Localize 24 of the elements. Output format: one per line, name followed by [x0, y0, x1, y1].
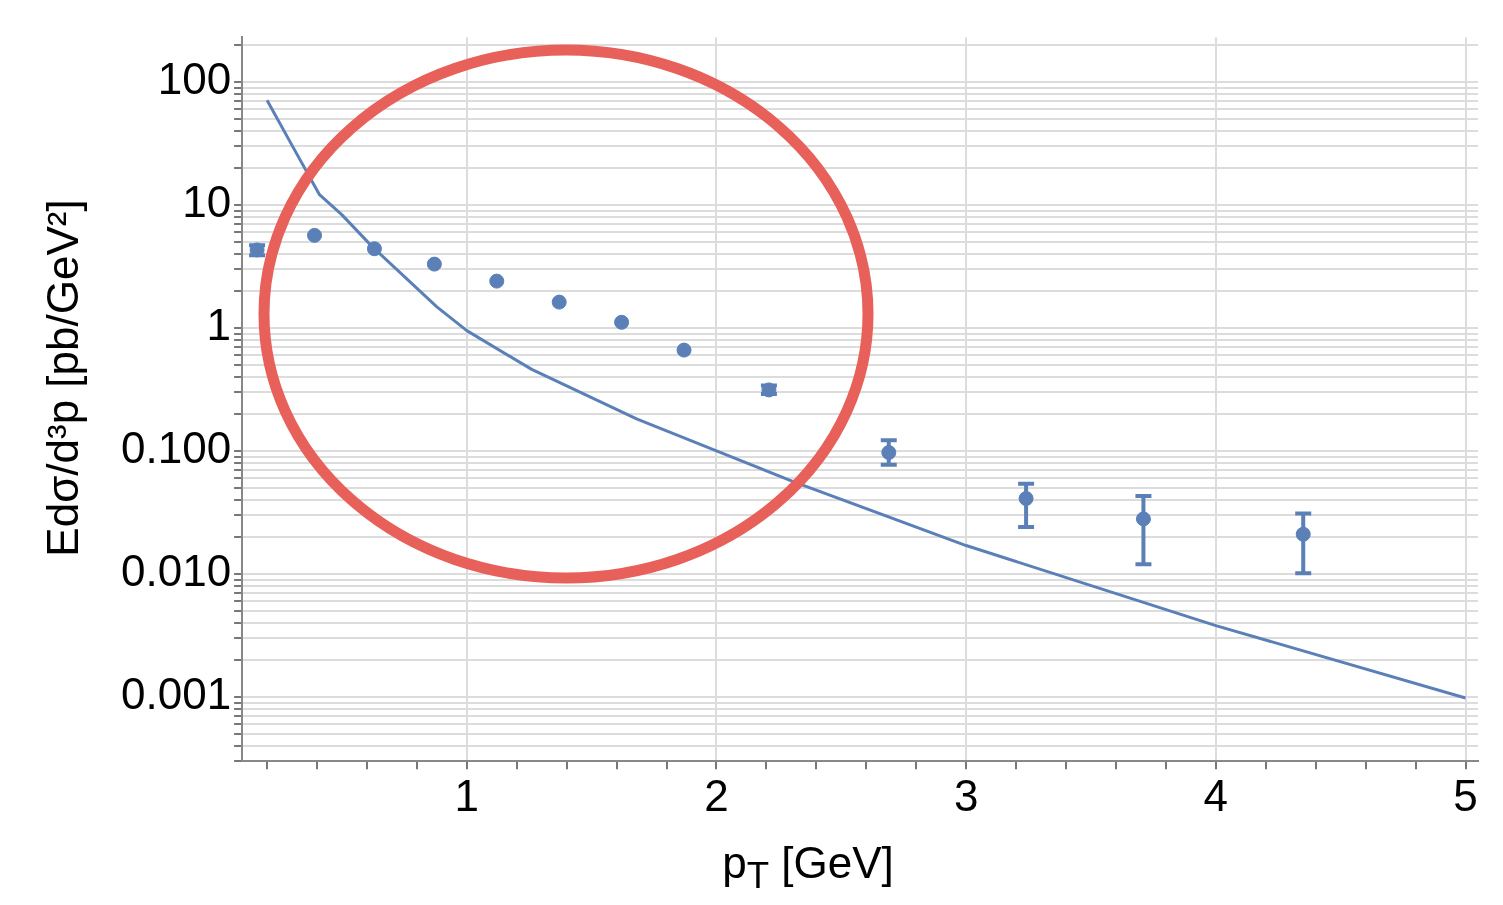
y-tick-label: 0.010: [121, 546, 232, 596]
x-tick-label: 3: [953, 770, 979, 820]
y-tick-label: 1: [206, 300, 232, 350]
y-tick-label: 0.100: [121, 423, 232, 473]
point: [1295, 526, 1311, 542]
y-tick-label: 100: [157, 54, 232, 104]
point: [551, 294, 567, 310]
point: [614, 314, 630, 330]
x-tick-label: 5: [1453, 770, 1478, 820]
y-tick-label: 10: [182, 177, 232, 227]
point: [1135, 511, 1151, 527]
point: [881, 445, 897, 461]
x-tick-label: 4: [1203, 770, 1229, 820]
point: [366, 241, 382, 257]
x-axis-title: p$_{T}$ [GeV]: [722, 838, 894, 897]
point: [307, 227, 323, 243]
point: [489, 273, 505, 289]
x-tick-label: 1: [454, 770, 480, 820]
y-tick-label: 0.001: [121, 669, 232, 719]
point: [676, 342, 692, 358]
point: [1018, 491, 1034, 507]
point: [426, 256, 442, 272]
x-tick-label: 2: [704, 770, 729, 820]
y-axis-title: Edσ/d³p [pb/GeV²]: [38, 199, 88, 557]
